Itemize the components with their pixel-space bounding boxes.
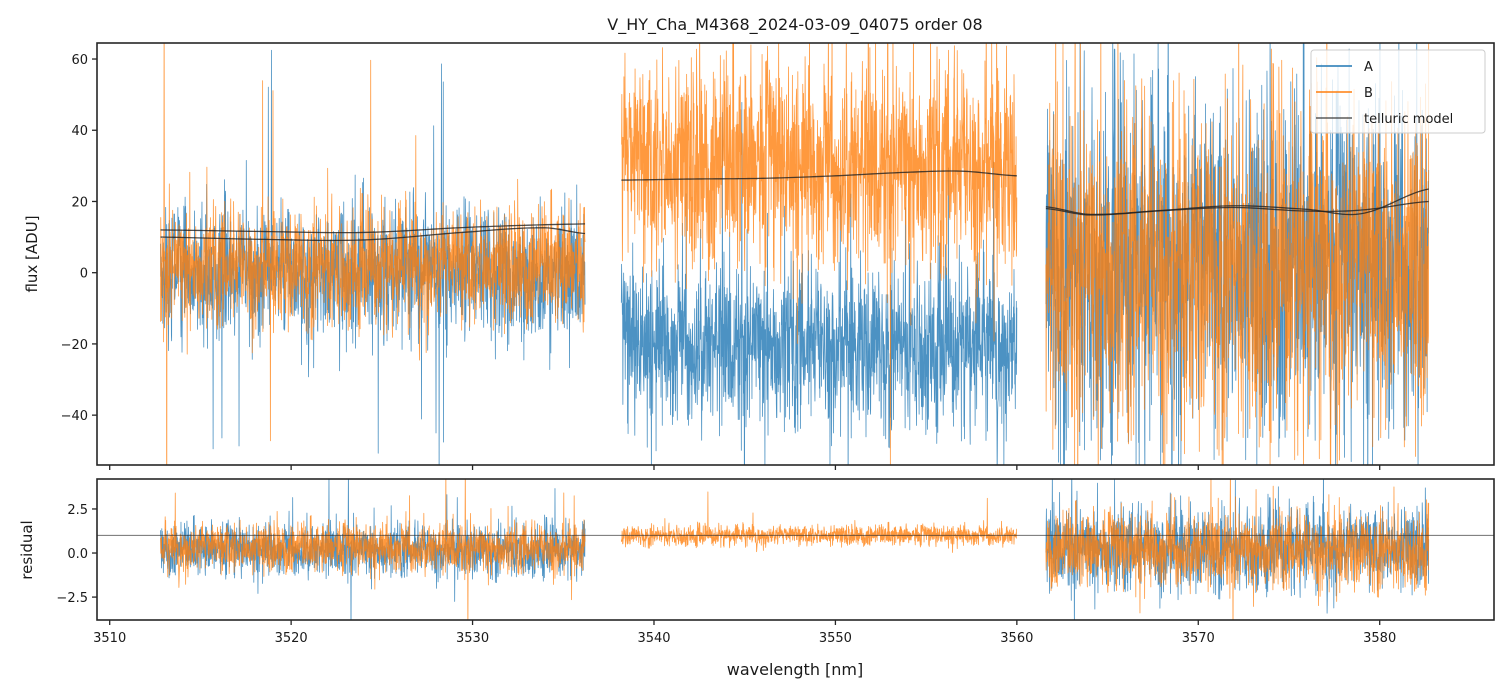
- legend-box: [1310, 49, 1486, 134]
- telluric-model-line-segment-1-1: [160, 223, 586, 234]
- flux-y-tick-label: −20: [61, 338, 88, 353]
- residual-axes-frame: [96, 478, 1495, 621]
- residual-series-b-segment-1: [160, 479, 586, 620]
- residual-x-tick-label: 3570: [1182, 631, 1215, 646]
- flux-axes-frame: [96, 42, 1495, 466]
- residual-series-a-segment-1: [160, 479, 586, 620]
- telluric-model-line-segment-2-1: [621, 170, 1017, 181]
- telluric-model-line-segment-3-1: [1045, 188, 1429, 216]
- residual-data-layer: [160, 479, 1430, 620]
- x-axis-label: wavelength [nm]: [727, 660, 864, 679]
- flux-y-tick-label: 40: [71, 124, 88, 139]
- legend-label-b: B: [1364, 86, 1373, 101]
- legend-label-telluric: telluric model: [1364, 112, 1453, 127]
- flux-series-a-segment-2: [620, 102, 1018, 465]
- legend: A B telluric model: [1310, 49, 1486, 134]
- residual-series-b-segment-3: [1045, 479, 1430, 620]
- flux-series-b-segment-3: [1045, 43, 1430, 465]
- flux-y-ticks: −40 −20 0 20 40 60: [61, 53, 97, 424]
- residual-x-tick-label: 3510: [93, 631, 126, 646]
- residual-x-tick-label: 3520: [275, 631, 308, 646]
- residual-x-tick-label: 3560: [1000, 631, 1033, 646]
- residual-y-axis-label: residual: [18, 520, 36, 579]
- residual-x-ticks: 3510 3520 3530 3540 3550 3560 3570 3580: [93, 620, 1396, 646]
- flux-x-ticks: [109, 465, 1381, 470]
- residual-panel: −2.50.02.5 3510 3520 3530 3540 3550 3560 3570 3…: [18, 478, 1495, 679]
- flux-series-b-segment-1: [160, 43, 586, 465]
- residual-x-tick-label: 3530: [456, 631, 489, 646]
- flux-y-tick-label: −40: [61, 409, 88, 424]
- legend-label-a: A: [1364, 60, 1373, 75]
- flux-series-b-segment-2: [621, 43, 1018, 465]
- residual-x-tick-label: 3550: [819, 631, 852, 646]
- flux-y-tick-label: 20: [71, 195, 88, 210]
- chart-title: V_HY_Cha_M4368_2024-03-09_04075 order 08: [607, 15, 982, 35]
- residual-x-tick-label: 3540: [637, 631, 670, 646]
- residual-y-tick-label: 2.5: [67, 503, 88, 518]
- telluric-model-line-segment-1-2: [160, 227, 586, 242]
- telluric-model-line-segment-3-2: [1045, 200, 1429, 216]
- flux-y-tick-label: 0: [80, 267, 88, 282]
- flux-data-layer: [160, 43, 1430, 465]
- telluric-model-layer: [160, 170, 1429, 242]
- residual-y-ticks: −2.5 0.0 2.5: [56, 503, 97, 606]
- flux-y-axis-label: flux [ADU]: [23, 215, 41, 292]
- residual-y-tick-label: 0.0: [67, 547, 88, 562]
- residual-y-tick-label: −2.5: [56, 591, 88, 606]
- flux-y-tick-label: 60: [71, 53, 88, 68]
- flux-panel: −40 −20 0 20 40 60 flux [ADU] A B telluric mo…: [23, 42, 1495, 470]
- residual-x-tick-label: 3580: [1363, 631, 1396, 646]
